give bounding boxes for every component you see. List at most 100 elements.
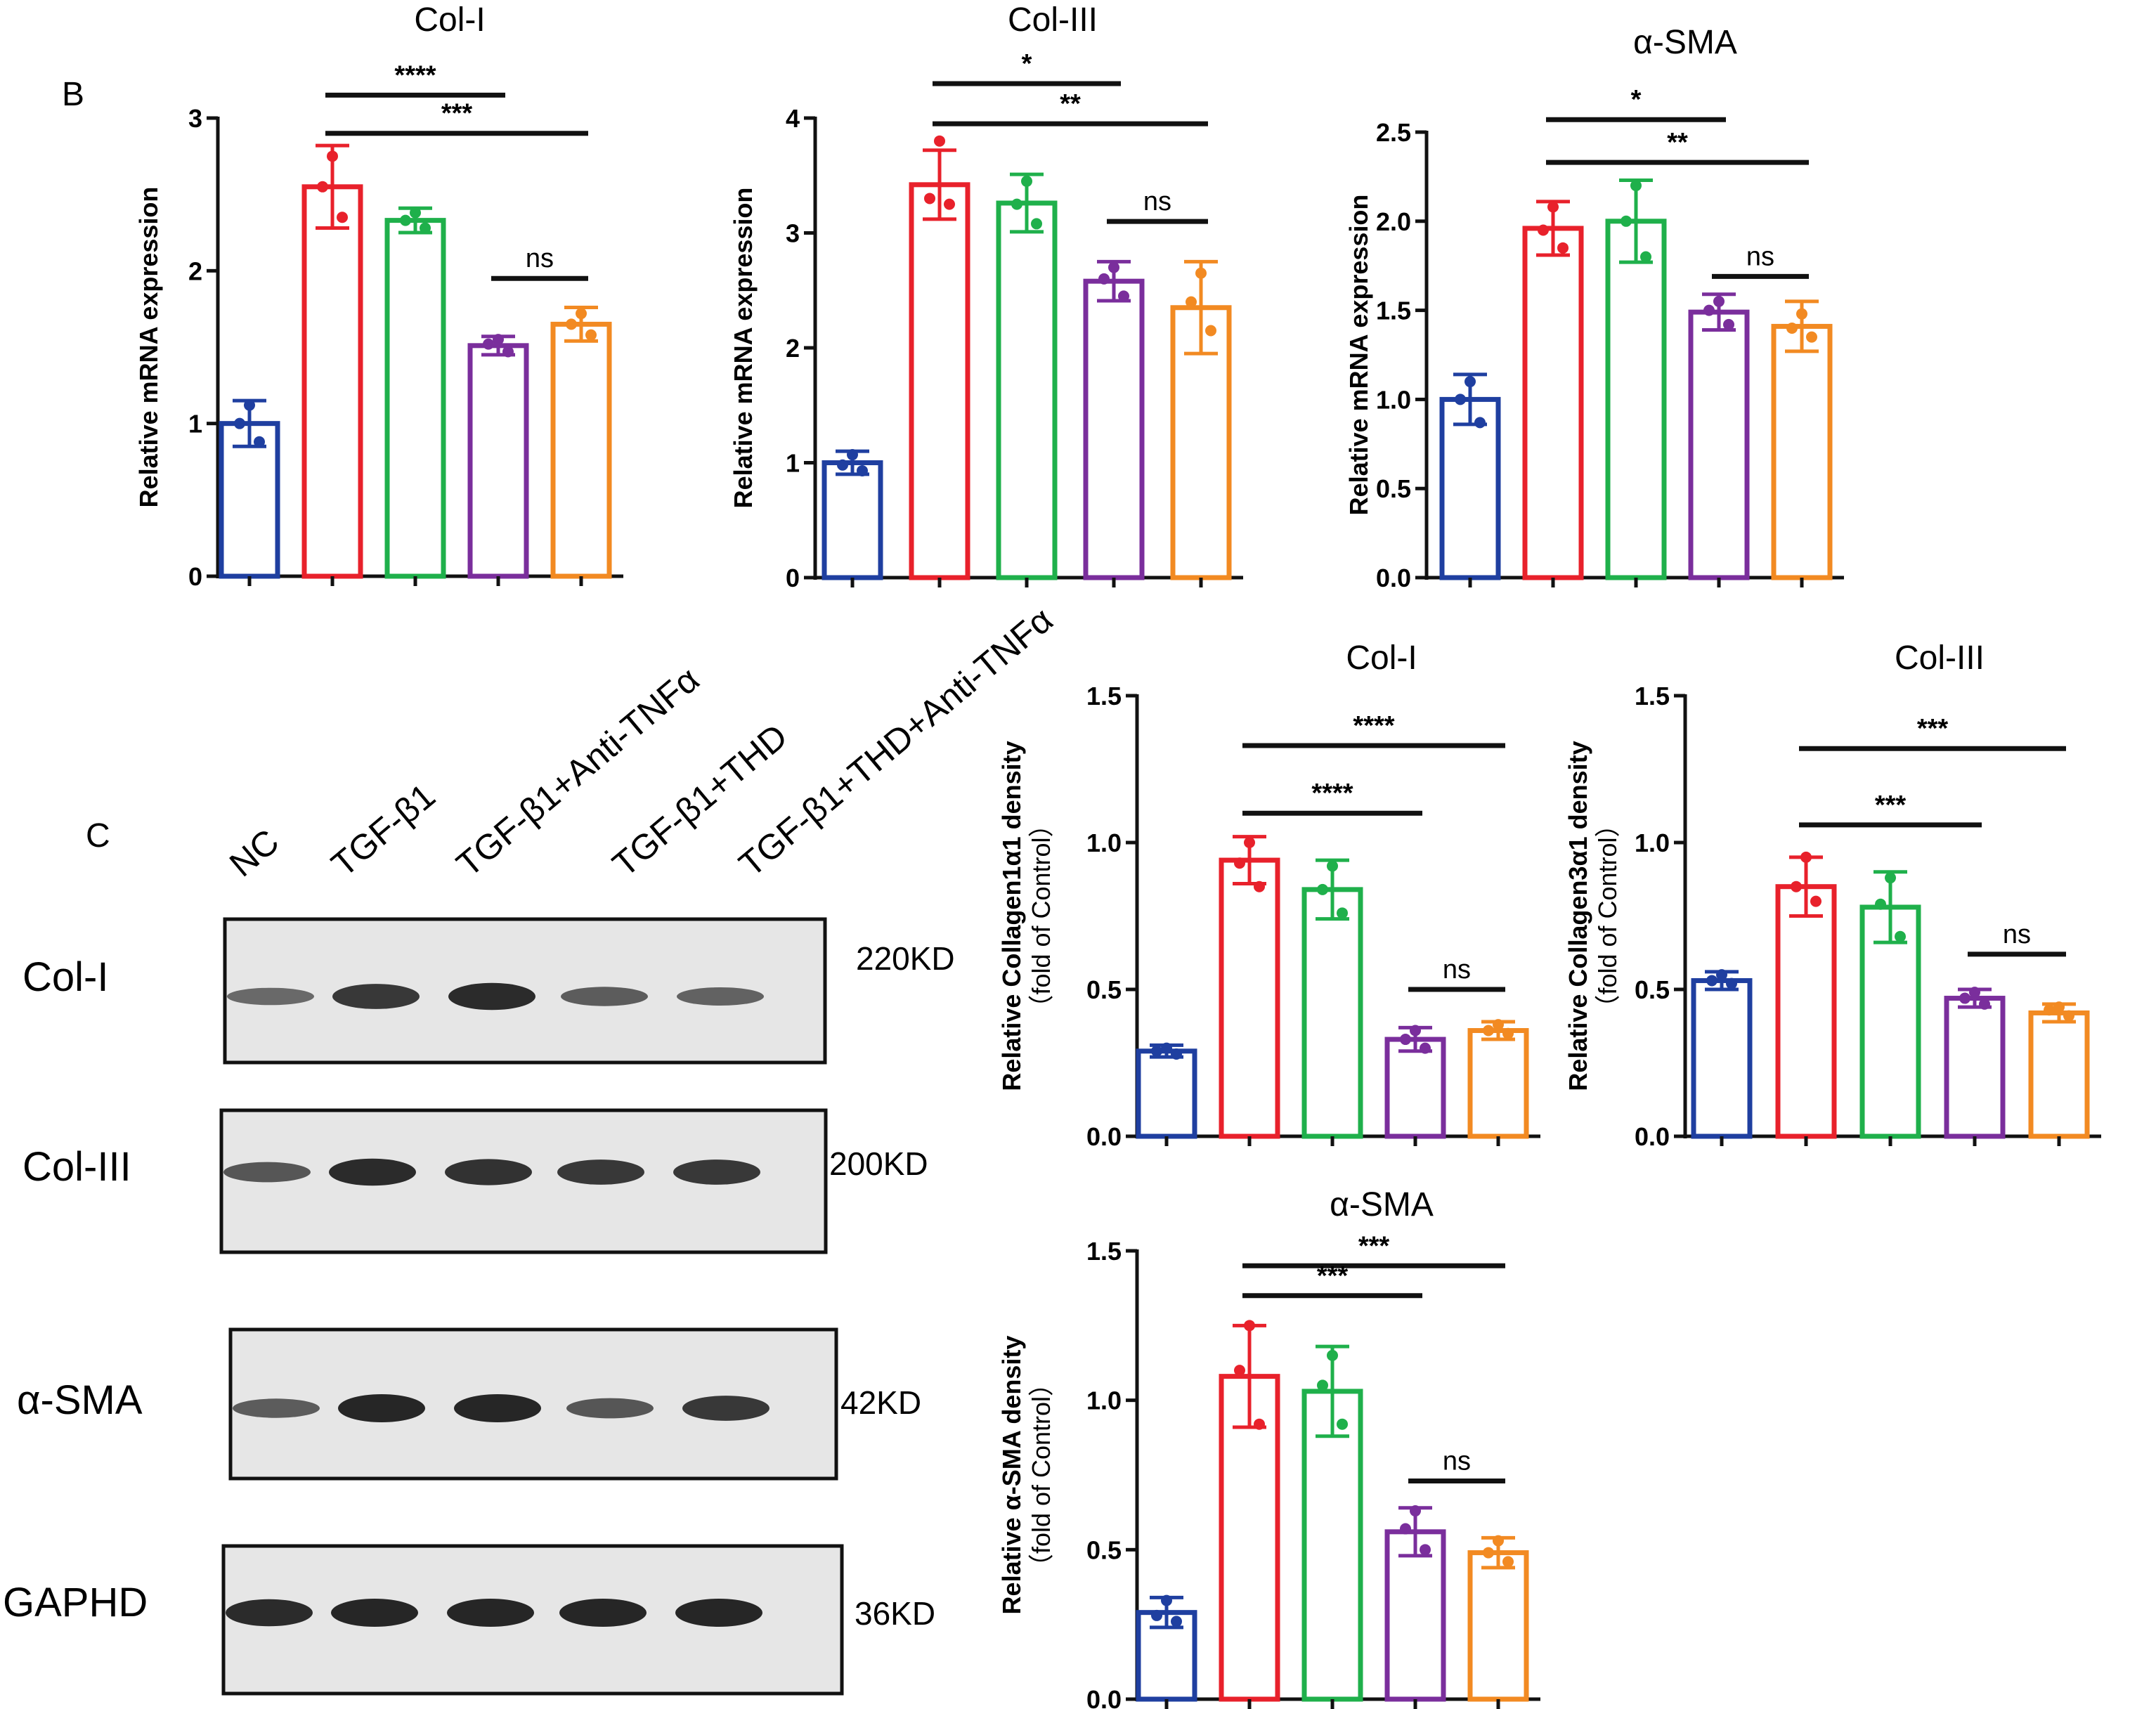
significance-label: **** — [1311, 779, 1353, 808]
data-point — [1151, 1609, 1162, 1621]
chart-2: α-SMA Relative mRNA expression 0.0 0.5 1.0 1.… — [1344, 24, 1844, 592]
data-point — [502, 346, 514, 358]
bar-4 — [2028, 1010, 2090, 1139]
data-point — [566, 318, 577, 330]
blot-band — [331, 1599, 418, 1627]
blot-band — [675, 1599, 762, 1627]
blot-band — [233, 1398, 320, 1418]
data-point — [1410, 1025, 1421, 1037]
data-point — [1254, 881, 1265, 892]
y-axis-label-secondary: （fold of Control） — [1027, 1371, 1056, 1579]
data-point — [1234, 1365, 1245, 1377]
data-point — [1254, 1418, 1265, 1430]
data-point — [1151, 1045, 1162, 1057]
data-point — [1031, 218, 1042, 230]
blot-row-1: Col-III 200KD — [22, 1108, 928, 1254]
y-axis-label: Relative mRNA expression — [134, 187, 163, 508]
data-point — [1161, 1594, 1172, 1606]
data-point — [1410, 1505, 1421, 1517]
data-point — [1118, 290, 1129, 302]
data-point — [1021, 175, 1032, 187]
data-point — [1493, 1019, 1504, 1031]
significance-label: * — [1022, 49, 1032, 79]
y-tick-label: 2 — [188, 256, 202, 285]
y-tick-label: 0.0 — [1086, 1685, 1122, 1709]
y-tick-label: 0.5 — [1376, 474, 1411, 503]
blot-band — [445, 1159, 532, 1185]
bar-2 — [996, 200, 1058, 580]
data-point — [1327, 860, 1338, 872]
data-point — [420, 222, 431, 234]
bar-2 — [1859, 904, 1921, 1139]
data-point — [1547, 201, 1559, 213]
data-point — [1420, 1544, 1431, 1556]
data-point — [1796, 308, 1807, 320]
significance-label: ** — [1667, 128, 1688, 157]
chart-title: Col-I — [414, 1, 485, 39]
data-point — [1400, 1523, 1411, 1535]
blot-band — [677, 987, 764, 1006]
bar-1 — [1219, 857, 1280, 1139]
significance-label: * — [1631, 85, 1642, 115]
y-tick-label: 1.5 — [1086, 1237, 1122, 1266]
data-point — [934, 135, 945, 147]
y-tick-label: 0.0 — [1376, 564, 1411, 592]
data-point — [2053, 1001, 2065, 1013]
data-point — [234, 417, 245, 429]
data-point — [1465, 376, 1476, 388]
blot-row-3: GAPHD 36KD — [3, 1544, 935, 1696]
molecular-weight-label: 42KD — [840, 1384, 921, 1421]
data-point — [1317, 883, 1328, 895]
data-point — [944, 198, 955, 210]
data-point — [1800, 851, 1812, 863]
significance-label: **** — [1353, 711, 1394, 741]
y-tick-label: 4 — [786, 104, 800, 133]
bar-4 — [1467, 1550, 1529, 1702]
significance-label: ns — [1443, 955, 1471, 985]
data-point — [1327, 1349, 1338, 1361]
y-tick-label: 0.5 — [1086, 1535, 1122, 1564]
data-point — [1011, 198, 1022, 210]
blot-band — [338, 1394, 425, 1422]
data-point — [1502, 1556, 1514, 1568]
y-tick-label: 1.0 — [1635, 828, 1670, 857]
chart-0: Col-I Relative mRNA expression 0 1 2 3 *******… — [134, 1, 623, 591]
molecular-weight-label: 36KD — [855, 1595, 935, 1632]
bar-3 — [1944, 996, 2006, 1139]
blot-band — [561, 987, 648, 1006]
significance-label: ns — [526, 244, 554, 273]
significance-label: ns — [1746, 242, 1774, 271]
data-point — [1713, 295, 1725, 307]
significance-label: *** — [1917, 714, 1949, 743]
significance-label: *** — [1317, 1261, 1349, 1291]
data-point — [1493, 1535, 1504, 1547]
bar-2 — [1301, 887, 1363, 1139]
chart-title: Col-I — [1346, 639, 1417, 677]
data-point — [1538, 224, 1549, 236]
data-point — [1885, 872, 1896, 884]
significance-label: ns — [1143, 187, 1171, 216]
y-tick-label: 0 — [188, 562, 202, 591]
data-point — [1969, 987, 1980, 999]
western-blot: NC TGF-β1 TGF-β1+Anti-TNFαTGF-β1+THDTGF-β1… — [3, 599, 1060, 1696]
data-point — [1810, 895, 1821, 907]
data-point — [1726, 977, 1737, 989]
data-point — [1420, 1042, 1431, 1054]
molecular-weight-label: 220KD — [856, 940, 955, 977]
blot-row-label: GAPHD — [3, 1580, 148, 1625]
significance-label: **** — [394, 60, 436, 90]
blot-band — [682, 1396, 769, 1421]
data-point — [2063, 1010, 2074, 1022]
y-axis-label-secondary: （fold of Control） — [1027, 812, 1056, 1020]
data-point — [1630, 180, 1642, 192]
blot-band — [566, 1398, 654, 1419]
y-tick-label: 1.0 — [1086, 1386, 1122, 1415]
y-axis-label: Relative Collagen1α1 density — [997, 741, 1026, 1091]
data-point — [1161, 1042, 1172, 1054]
chart-title: Col-III — [1895, 639, 1985, 677]
data-point — [1706, 975, 1717, 987]
data-point — [1244, 837, 1255, 848]
data-point — [483, 338, 494, 350]
significance-label: *** — [1875, 791, 1907, 820]
